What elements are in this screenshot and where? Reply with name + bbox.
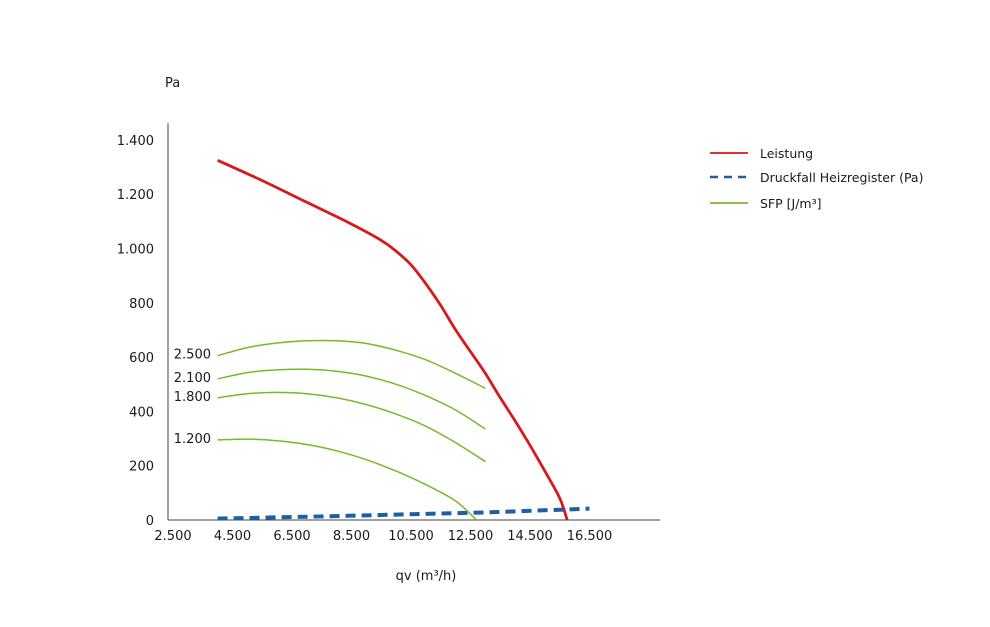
y-tick-label: 200: [129, 460, 154, 475]
y-tick-label: 0: [146, 514, 154, 529]
x-tick-label: 16.500: [567, 529, 613, 544]
y-tick-label: 1.400: [117, 134, 154, 149]
y-tick-label: 600: [129, 351, 154, 366]
x-tick-label: 12.500: [448, 529, 494, 544]
y-tick-label: 400: [129, 405, 154, 420]
sfp-curve-line: [217, 438, 477, 521]
y-tick-label: 1.200: [117, 188, 154, 203]
sfp-curve-label: 2.500: [174, 348, 211, 363]
x-tick-label: 14.500: [507, 529, 553, 544]
sfp-curve-label: 1.800: [174, 390, 211, 405]
legend-entry-label: SFP [J/m³]: [760, 196, 821, 211]
x-tick-label: 8.500: [333, 529, 370, 544]
sfp-curve-line: [217, 339, 486, 389]
sfp-curve-label: 2.100: [174, 371, 211, 386]
sfp-curve-label: 1.200: [174, 432, 211, 447]
y-tick-label: 1.000: [117, 243, 154, 258]
x-tick-label: 2.500: [154, 529, 191, 544]
x-tick-label: 6.500: [273, 529, 310, 544]
druckfall-line: [217, 506, 590, 521]
legend-entry-label: Leistung: [760, 146, 813, 161]
x-tick-label: 10.500: [388, 529, 434, 544]
x-tick-label: 4.500: [214, 529, 251, 544]
y-tick-label: 800: [129, 297, 154, 312]
y-axis-title: Pa: [165, 76, 180, 91]
legend-entry-label: Druckfall Heizregister (Pa): [760, 170, 923, 185]
sfp-curve-line: [217, 391, 486, 463]
leistung-line: [217, 159, 569, 521]
x-axis-title: qv (m³/h): [396, 569, 457, 584]
sfp-curve-line: [217, 368, 486, 430]
